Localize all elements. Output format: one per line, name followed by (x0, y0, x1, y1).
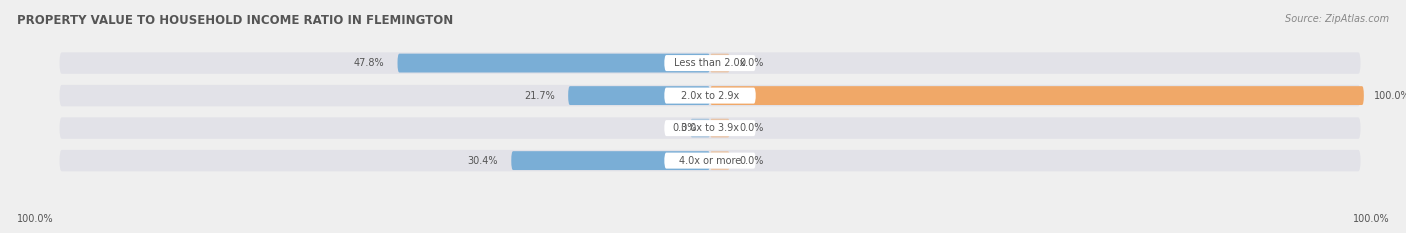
FancyBboxPatch shape (664, 153, 756, 169)
FancyBboxPatch shape (664, 120, 756, 136)
Text: 2.0x to 2.9x: 2.0x to 2.9x (681, 91, 740, 101)
FancyBboxPatch shape (710, 119, 730, 137)
Text: 0.0%: 0.0% (740, 58, 763, 68)
Text: Source: ZipAtlas.com: Source: ZipAtlas.com (1285, 14, 1389, 24)
FancyBboxPatch shape (664, 55, 756, 71)
Text: 100.0%: 100.0% (1353, 214, 1389, 224)
FancyBboxPatch shape (59, 85, 1361, 106)
Text: 100.0%: 100.0% (1374, 91, 1406, 101)
FancyBboxPatch shape (568, 86, 710, 105)
FancyBboxPatch shape (59, 150, 1361, 171)
FancyBboxPatch shape (690, 119, 710, 137)
Text: 4.0x or more: 4.0x or more (679, 156, 741, 166)
Text: 0.0%: 0.0% (740, 156, 763, 166)
FancyBboxPatch shape (710, 151, 730, 170)
FancyBboxPatch shape (59, 52, 1361, 74)
FancyBboxPatch shape (512, 151, 710, 170)
Text: Less than 2.0x: Less than 2.0x (675, 58, 745, 68)
FancyBboxPatch shape (398, 54, 710, 72)
Text: 21.7%: 21.7% (524, 91, 555, 101)
Text: 3.0x to 3.9x: 3.0x to 3.9x (681, 123, 740, 133)
Text: 47.8%: 47.8% (354, 58, 384, 68)
FancyBboxPatch shape (59, 117, 1361, 139)
FancyBboxPatch shape (664, 88, 756, 104)
Text: 0.0%: 0.0% (672, 123, 697, 133)
FancyBboxPatch shape (710, 54, 730, 72)
FancyBboxPatch shape (710, 86, 1364, 105)
Text: 30.4%: 30.4% (468, 156, 498, 166)
Text: 0.0%: 0.0% (740, 123, 763, 133)
Text: 100.0%: 100.0% (17, 214, 53, 224)
Text: PROPERTY VALUE TO HOUSEHOLD INCOME RATIO IN FLEMINGTON: PROPERTY VALUE TO HOUSEHOLD INCOME RATIO… (17, 14, 453, 27)
